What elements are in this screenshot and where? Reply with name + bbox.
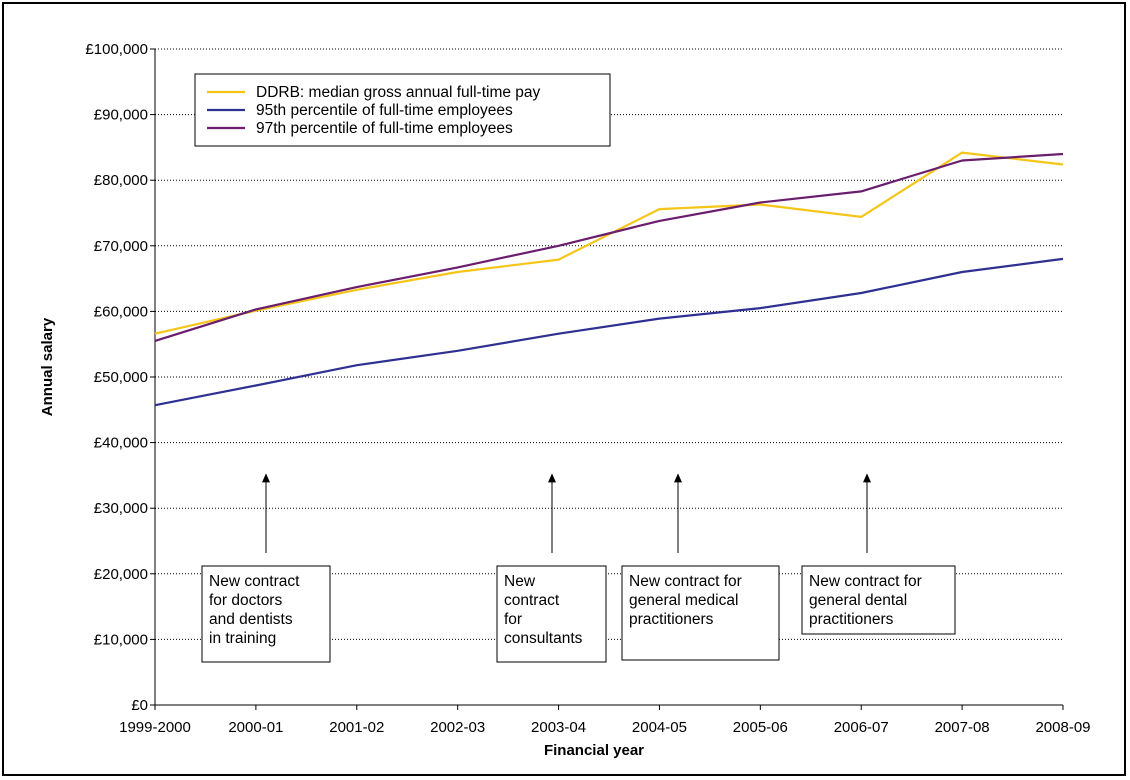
x-tick-label: 2002-03 — [430, 719, 485, 736]
annotation-text: New contract for — [629, 573, 742, 590]
annotation-box — [621, 565, 780, 661]
x-axis-title: Financial year — [544, 742, 644, 759]
x-tick-label: 2003-04 — [531, 719, 586, 736]
annotation-box — [496, 565, 607, 663]
annotation-text: general dental — [809, 592, 907, 609]
annotation-text: practitioners — [809, 611, 894, 628]
annotations: New contract for doctors and dentists in tr… — [201, 473, 956, 663]
y-tick-label: £70,000 — [94, 238, 148, 255]
y-tick-label: £60,000 — [94, 303, 148, 320]
legend-label: DDRB: median gross annual full-time pay — [256, 84, 541, 101]
annotation-box — [801, 565, 956, 635]
axes — [154, 49, 1063, 706]
y-tick-label: £0 — [131, 697, 148, 714]
x-tick-label: 2004-05 — [632, 719, 687, 736]
legend-box — [194, 73, 611, 147]
series-lines — [154, 151, 1064, 407]
x-tick-label: 1999-2000 — [119, 719, 191, 736]
annotation-text: New contract for — [809, 573, 922, 590]
annotation-text: consultants — [504, 630, 583, 647]
x-tick-label: 2008-09 — [1035, 719, 1090, 736]
series-line-2 — [154, 257, 1064, 407]
annotation-arrow-head — [863, 473, 871, 483]
annotation-text: for doctors — [209, 592, 282, 609]
y-tick-labels: £0 £10,000 £20,000 £30,000 £40,000 £50,000 £60… — [85, 41, 148, 714]
y-tick-label: £20,000 — [94, 566, 148, 583]
annotation-arrow-head — [262, 473, 270, 483]
annotation-box — [201, 565, 331, 663]
y-tick-label: £50,000 — [94, 369, 148, 386]
annotation-text: New — [504, 573, 536, 590]
x-tick-label: 2007-08 — [935, 719, 990, 736]
x-tick-labels: 1999-2000 2000-01 2001-02 2002-03 2003-04 200… — [119, 705, 1091, 736]
annotation-text: New contract — [209, 573, 300, 590]
annotation-text: contract — [504, 592, 560, 609]
series-line-3 — [154, 152, 1064, 342]
y-tick-label: £100,000 — [85, 41, 148, 58]
x-tick-label: 2006-07 — [834, 719, 889, 736]
x-tick-label: 2001-02 — [329, 719, 384, 736]
legend: DDRB: median gross annual full-time pay9… — [194, 73, 611, 147]
annotation-arrow-head — [674, 473, 682, 483]
annotation-arrow-head — [548, 473, 556, 483]
annotation-text: in training — [209, 630, 276, 647]
y-tick-label: £40,000 — [94, 435, 148, 452]
annotation-text: and dentists — [209, 611, 293, 628]
y-tick-label: £10,000 — [94, 631, 148, 648]
annotation-text: for — [504, 611, 522, 628]
x-tick-label: 2000-01 — [228, 719, 283, 736]
legend-label: 97th percentile of full-time employees — [256, 120, 513, 137]
y-axis-title: Annual salary — [39, 317, 56, 416]
annotation-text: practitioners — [629, 611, 714, 628]
legend-label: 95th percentile of full-time employees — [256, 102, 513, 119]
x-tick-label: 2005-06 — [733, 719, 788, 736]
y-tick-label: £30,000 — [94, 500, 148, 517]
y-tick-label: £90,000 — [94, 107, 148, 124]
y-tick-label: £80,000 — [94, 172, 148, 189]
annotation-text: general medical — [629, 592, 738, 609]
